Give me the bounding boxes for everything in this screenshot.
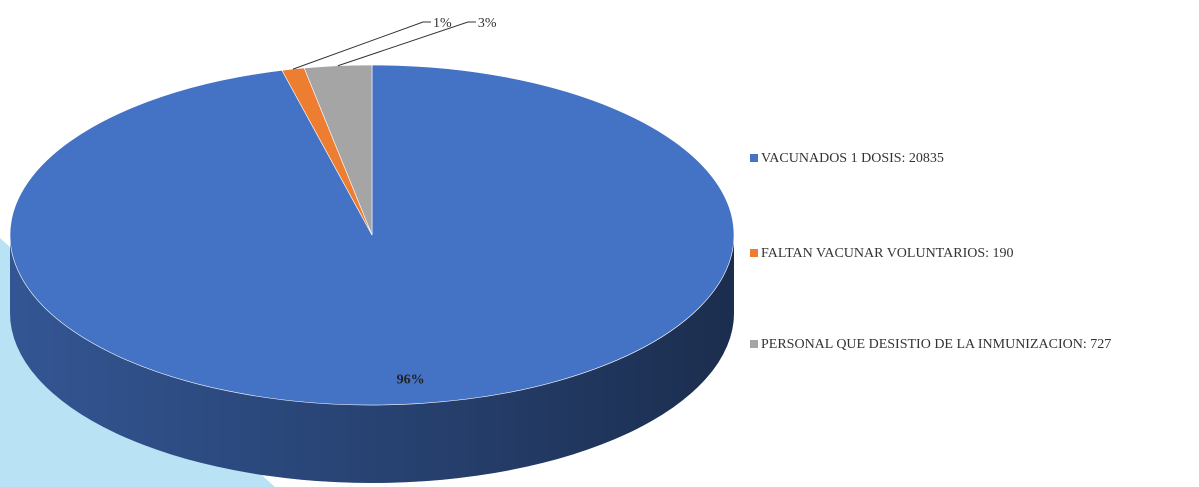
leader-line [337,21,476,67]
legend-item: VACUNADOS 1 DOSIS: 20835 [750,150,944,167]
legend-swatch [750,340,758,348]
pie: 96% 1% 3% [9,16,735,483]
legend-item: FALTAN VACUNAR VOLUNTARIOS: 190 [750,245,1014,262]
slice-side-shade [10,235,734,483]
legend-label: FALTAN VACUNAR VOLUNTARIOS: 190 [761,246,1014,261]
legend-label: VACUNADOS 1 DOSIS: 20835 [761,151,944,166]
data-label: 3% [478,16,497,31]
data-label: 1% [433,16,452,31]
legend-item: PERSONAL QUE DESISTIO DE LA INMUNIZACION… [750,336,1111,353]
legend-swatch [750,154,758,162]
legend-label: PERSONAL QUE DESISTIO DE LA INMUNIZACION… [761,337,1112,352]
slice [303,64,373,236]
data-label: 96% [397,372,425,387]
leader-line [292,21,432,70]
legend-swatch [750,249,758,257]
